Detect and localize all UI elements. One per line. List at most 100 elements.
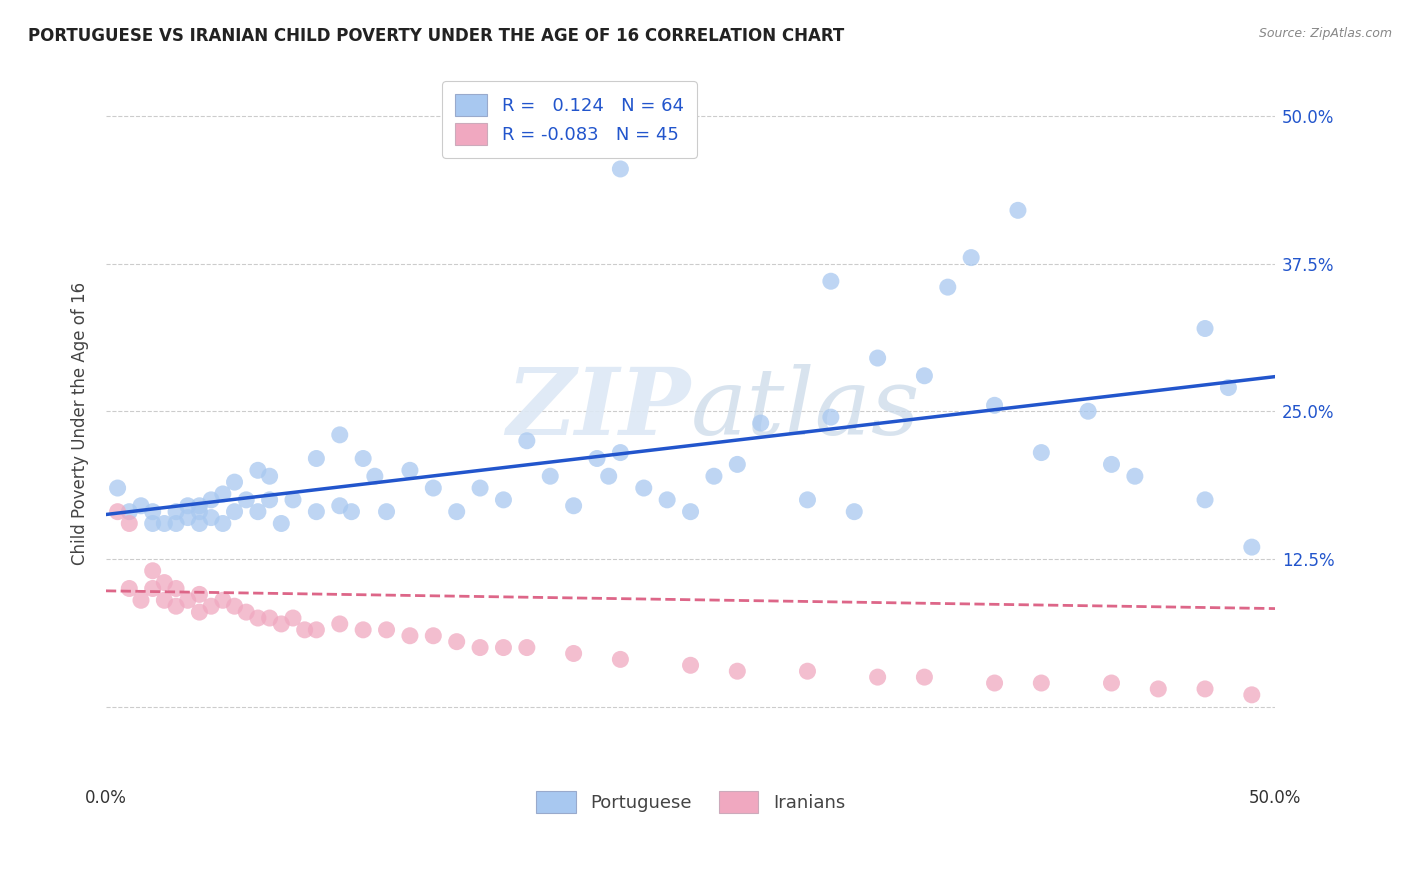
Point — [352, 451, 374, 466]
Point — [142, 564, 165, 578]
Point — [118, 516, 141, 531]
Point — [1007, 203, 1029, 218]
Point — [399, 629, 422, 643]
Point — [224, 599, 246, 614]
Point — [188, 505, 211, 519]
Point — [118, 505, 141, 519]
Point — [960, 251, 983, 265]
Point — [492, 640, 515, 655]
Point — [820, 274, 842, 288]
Point — [866, 670, 889, 684]
Point — [562, 647, 585, 661]
Point — [224, 505, 246, 519]
Point — [364, 469, 387, 483]
Point — [246, 505, 269, 519]
Point — [142, 582, 165, 596]
Point — [1194, 681, 1216, 696]
Point — [375, 505, 398, 519]
Point — [211, 487, 233, 501]
Point — [1218, 381, 1240, 395]
Point — [375, 623, 398, 637]
Point — [142, 516, 165, 531]
Point — [352, 623, 374, 637]
Point — [340, 505, 363, 519]
Point — [399, 463, 422, 477]
Point — [224, 475, 246, 490]
Point — [177, 499, 200, 513]
Point — [538, 469, 561, 483]
Point — [259, 469, 281, 483]
Point — [468, 640, 491, 655]
Point — [679, 658, 702, 673]
Point — [281, 492, 304, 507]
Point — [983, 676, 1005, 690]
Text: Source: ZipAtlas.com: Source: ZipAtlas.com — [1258, 27, 1392, 40]
Point — [107, 505, 129, 519]
Point — [1240, 540, 1263, 554]
Point — [1194, 492, 1216, 507]
Text: ZIP: ZIP — [506, 364, 690, 454]
Point — [294, 623, 316, 637]
Point — [259, 611, 281, 625]
Point — [1194, 321, 1216, 335]
Point — [820, 410, 842, 425]
Point — [703, 469, 725, 483]
Point — [177, 593, 200, 607]
Point — [657, 492, 679, 507]
Point — [446, 505, 468, 519]
Point — [866, 351, 889, 365]
Point — [153, 593, 176, 607]
Text: atlas: atlas — [690, 364, 920, 454]
Point — [153, 516, 176, 531]
Point — [235, 605, 257, 619]
Point — [200, 510, 222, 524]
Point — [679, 505, 702, 519]
Point — [329, 616, 352, 631]
Point — [329, 499, 352, 513]
Point — [749, 416, 772, 430]
Point — [165, 505, 187, 519]
Point — [200, 599, 222, 614]
Point — [1101, 676, 1123, 690]
Point — [912, 670, 935, 684]
Point — [188, 605, 211, 619]
Point — [165, 516, 187, 531]
Point — [270, 516, 292, 531]
Point — [118, 582, 141, 596]
Point — [633, 481, 655, 495]
Point — [165, 582, 187, 596]
Point — [1031, 676, 1053, 690]
Point — [516, 434, 538, 448]
Point — [562, 499, 585, 513]
Point — [609, 161, 631, 176]
Point — [1123, 469, 1146, 483]
Point — [153, 575, 176, 590]
Point — [516, 640, 538, 655]
Point — [235, 492, 257, 507]
Point — [1077, 404, 1099, 418]
Point — [983, 398, 1005, 412]
Point — [586, 451, 609, 466]
Point — [281, 611, 304, 625]
Point — [188, 499, 211, 513]
Point — [936, 280, 959, 294]
Point — [188, 516, 211, 531]
Point — [1240, 688, 1263, 702]
Point — [305, 505, 328, 519]
Point — [142, 505, 165, 519]
Point — [129, 593, 152, 607]
Point — [259, 492, 281, 507]
Point — [446, 634, 468, 648]
Point — [492, 492, 515, 507]
Point — [129, 499, 152, 513]
Point — [1147, 681, 1170, 696]
Point — [796, 664, 818, 678]
Point — [609, 652, 631, 666]
Point — [305, 451, 328, 466]
Point — [211, 593, 233, 607]
Point — [188, 587, 211, 601]
Point — [177, 510, 200, 524]
Point — [598, 469, 620, 483]
Point — [329, 428, 352, 442]
Point — [422, 481, 444, 495]
